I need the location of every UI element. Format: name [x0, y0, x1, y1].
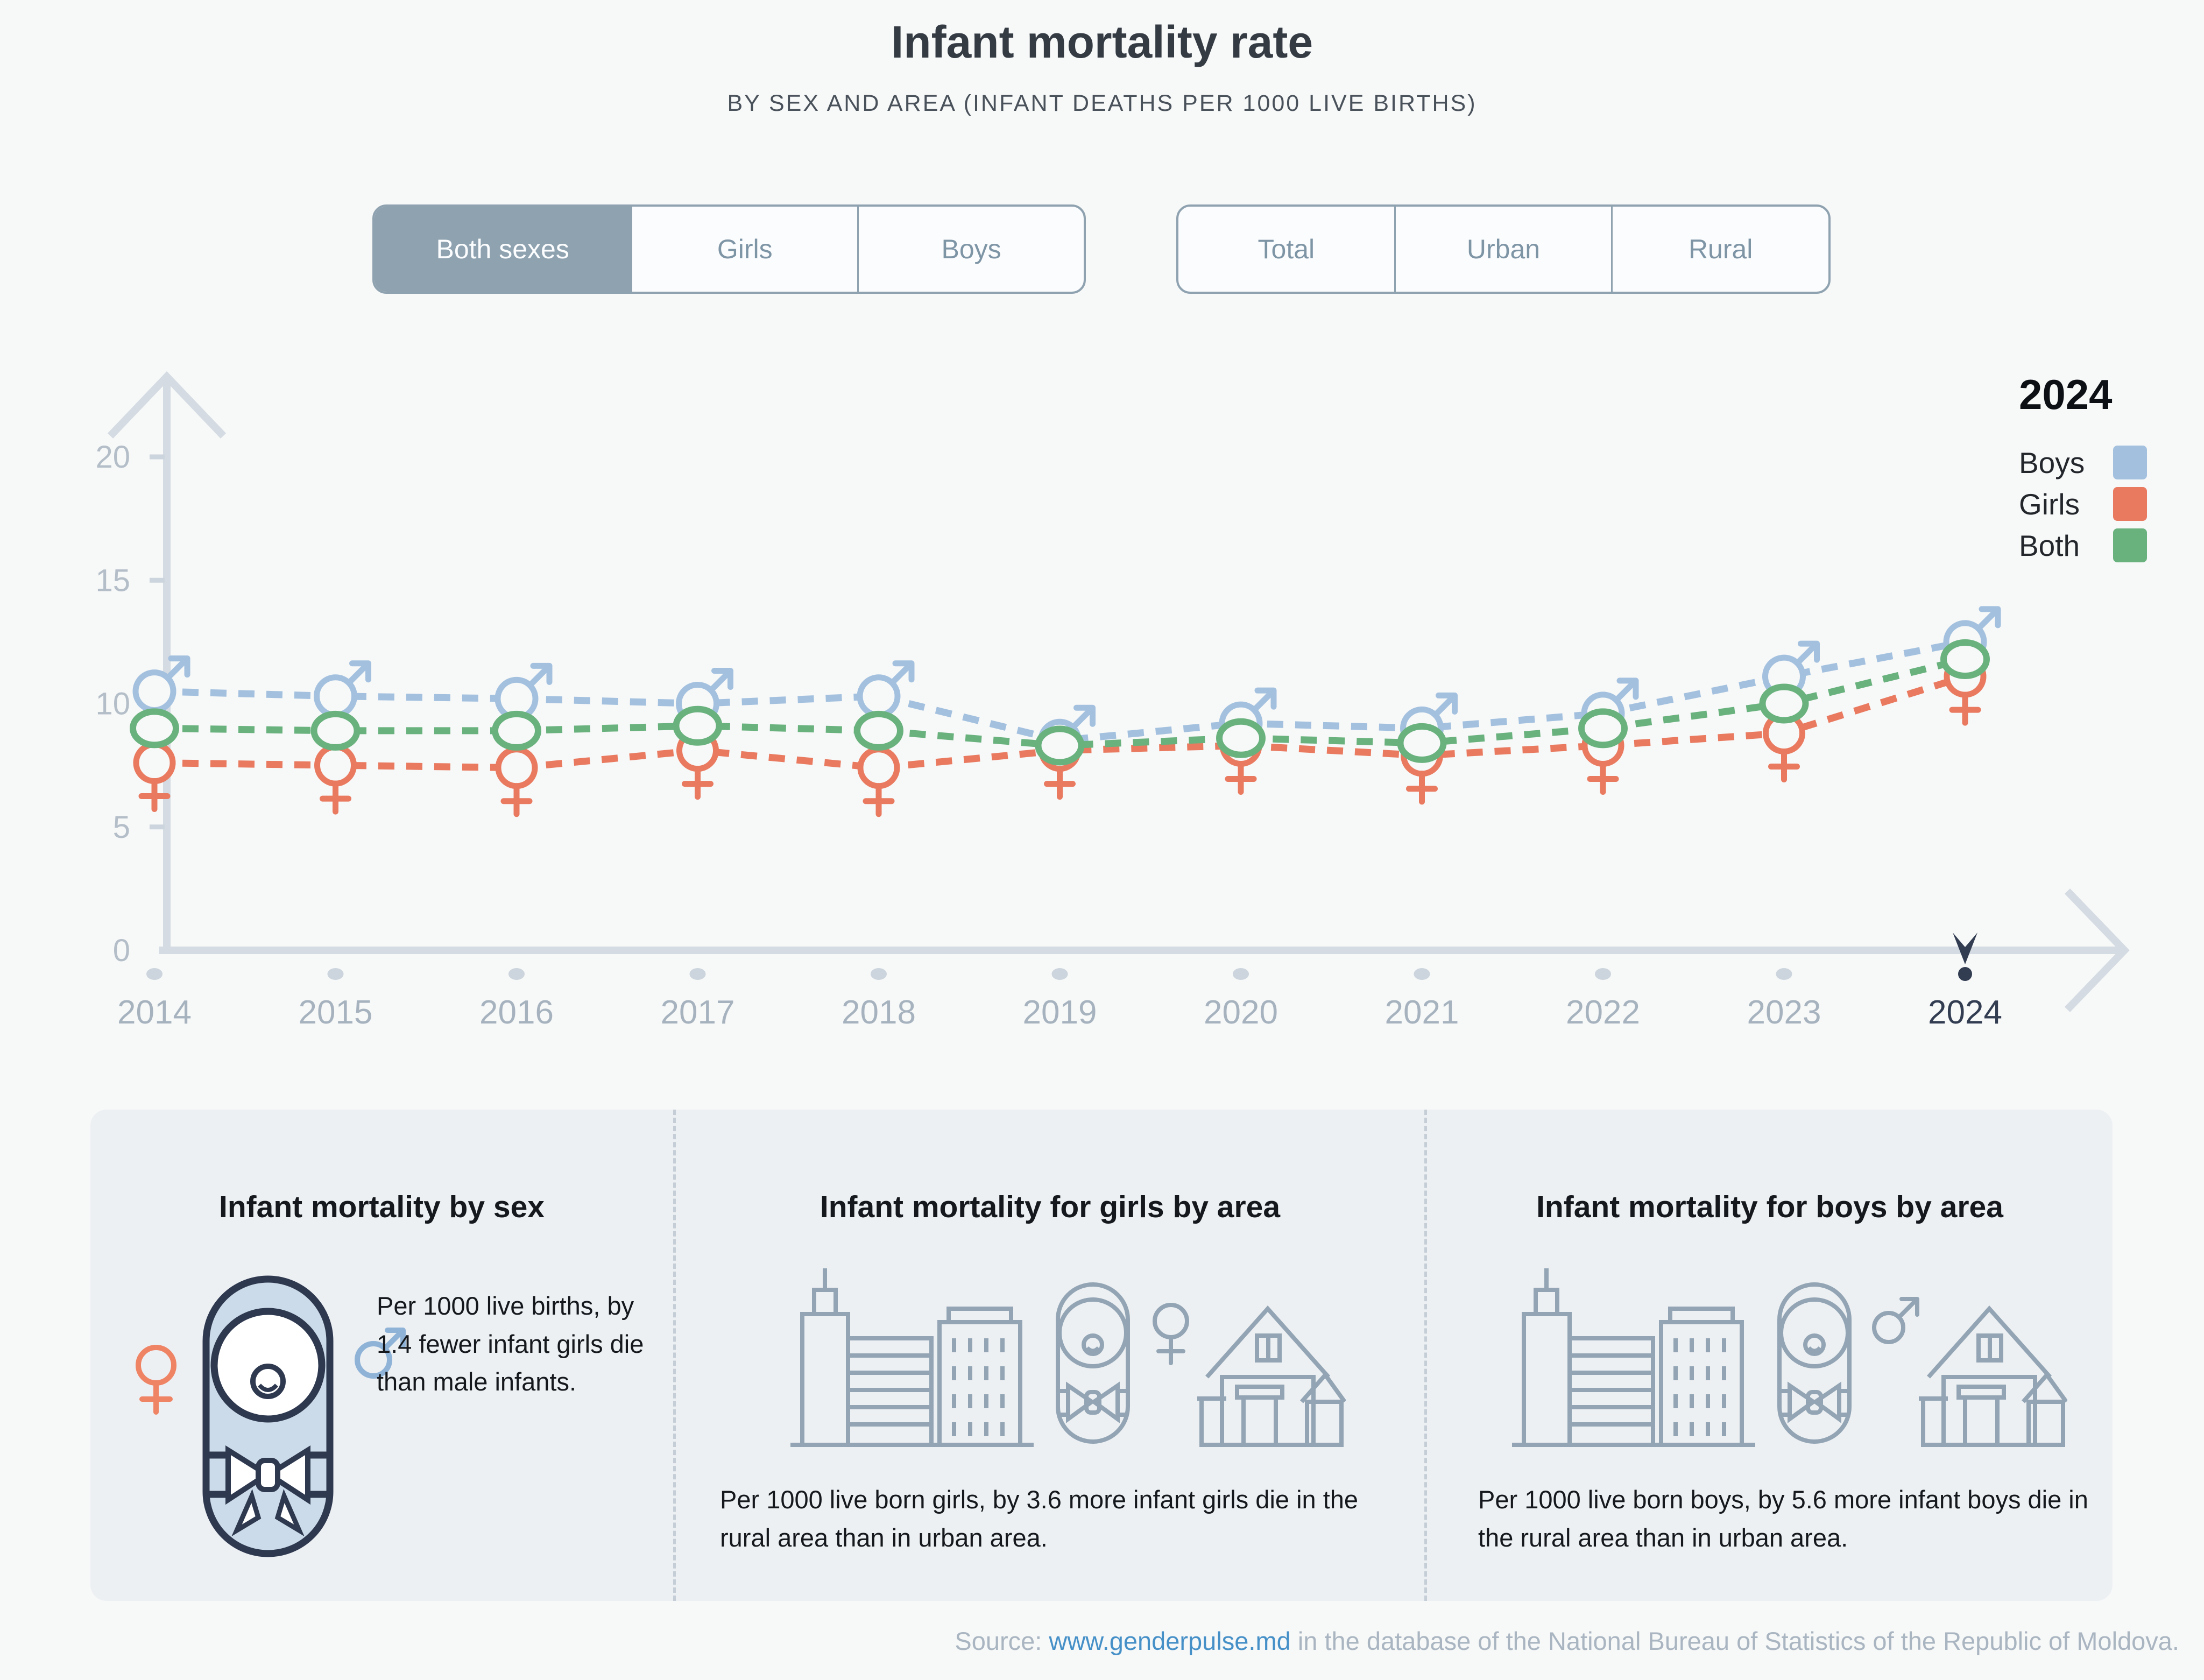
year-tick-dot-2016 [508, 968, 525, 980]
year-tick-dot-2018 [871, 968, 887, 980]
year-tick-dot-2023 [1776, 968, 1792, 980]
page-subtitle: BY SEX AND AREA (INFANT DEATHS PER 1000 … [727, 90, 1477, 116]
sex-option-boys[interactable]: Boys [941, 234, 1001, 264]
year-tick-dot-2015 [327, 968, 344, 980]
female-marker-2016 [495, 746, 538, 817]
source-prefix: Source: [955, 1627, 1049, 1655]
card-infant-mortality-by-sex: Infant mortality by sex [90, 1110, 673, 1601]
house-icon [1919, 1305, 2068, 1447]
swaddled-baby-icon [1777, 1282, 1852, 1444]
baby-with-sex-symbols-icon [123, 1266, 424, 1567]
year-tick-dot-2017 [689, 968, 706, 980]
legend-item-boys[interactable]: Boys [2019, 442, 2147, 483]
area-filter-toggle-group: Total Urban Rural [1176, 204, 1831, 294]
y-tick-10: 10 [95, 687, 130, 722]
card-girls-by-area: Infant mortality for girls by area [673, 1110, 1424, 1601]
city-buildings-icon [1512, 1268, 1755, 1447]
circle-marker-2021 [1397, 723, 1447, 763]
y-tick-15: 15 [95, 563, 130, 598]
year-tick-dot-2022 [1595, 968, 1611, 980]
chart-legend: 2024 Boys Girls Both [2019, 370, 2147, 566]
female-symbol-icon [136, 1345, 176, 1415]
year-label-2014[interactable]: 2014 [117, 994, 192, 1031]
year-tick-dot-2020 [1233, 968, 1249, 980]
year-label-2015[interactable]: 2015 [299, 994, 373, 1031]
legend-swatch-both [2113, 528, 2147, 562]
female-symbol-icon [1153, 1303, 1189, 1365]
source-suffix: in the database of the National Bureau o… [1290, 1627, 2179, 1655]
year-label-2022[interactable]: 2022 [1566, 994, 1640, 1031]
legend-item-girls[interactable]: Girls [2019, 483, 2147, 525]
source-link[interactable]: www.genderpulse.md [1049, 1627, 1291, 1655]
y-tick-0: 0 [113, 933, 130, 968]
female-marker-2015 [314, 744, 357, 815]
year-slider-handle[interactable] [1953, 933, 1977, 964]
source-line: Source: www.genderpulse.md in the databa… [955, 1626, 2179, 1656]
male-marker-2018 [857, 660, 915, 718]
card-title: Infant mortality for girls by area [820, 1190, 1281, 1224]
circle-marker-2020 [1216, 718, 1266, 758]
legend-swatch-girls [2113, 487, 2147, 521]
sex-option-girls[interactable]: Girls [632, 207, 859, 292]
circle-marker-2019 [1035, 725, 1085, 766]
card-title: Infant mortality by sex [219, 1190, 545, 1224]
male-marker-2015 [314, 660, 371, 718]
card-text: Per 1000 live born boys, by 5.6 more inf… [1478, 1485, 2088, 1552]
male-marker-2016 [495, 662, 553, 721]
year-slider-dot [1958, 967, 1972, 981]
year-label-2023[interactable]: 2023 [1747, 994, 1821, 1031]
circle-marker-2017 [673, 705, 723, 746]
year-tick-dot-2021 [1414, 968, 1430, 980]
card-boys-by-area: Infant mortality for boys by area [1424, 1110, 2113, 1601]
circle-marker-2023 [1759, 683, 1809, 724]
legend-item-label: Girls [2019, 487, 2080, 521]
area-option-rural[interactable]: Rural [1688, 234, 1753, 264]
urban-baby-rural-girls-icon [775, 1263, 1347, 1451]
card-title: Infant mortality for boys by area [1536, 1190, 2003, 1224]
circle-marker-2024 [1940, 639, 1990, 679]
male-symbol-icon [355, 1328, 406, 1379]
male-symbol-icon [1872, 1297, 1919, 1344]
year-tick-dot-2019 [1051, 968, 1068, 980]
y-tick-5: 5 [113, 810, 130, 845]
swaddled-baby-icon [1056, 1282, 1130, 1444]
urban-baby-rural-boys-icon [1497, 1263, 2068, 1451]
legend-item-label: Boys [2019, 446, 2085, 479]
year-label-2020[interactable]: 2020 [1204, 994, 1278, 1031]
swaddled-baby-icon [202, 1275, 334, 1557]
year-label-2017[interactable]: 2017 [661, 994, 735, 1031]
year-label-2016[interactable]: 2016 [479, 994, 554, 1031]
female-marker-2023 [1763, 712, 1805, 783]
legend-item-label: Both [2019, 528, 2080, 562]
year-tick-dot-2014 [146, 968, 163, 980]
card-text: Per 1000 live births, by 1.4 fewer infan… [377, 1291, 644, 1396]
insight-cards-panel: Infant mortality by sex [90, 1110, 2113, 1601]
legend-item-both[interactable]: Both [2019, 525, 2147, 566]
city-buildings-icon [790, 1268, 1034, 1447]
circle-marker-2022 [1578, 708, 1628, 749]
year-label-2018[interactable]: 2018 [842, 994, 916, 1031]
circle-marker-2016 [492, 710, 541, 751]
year-label-2021[interactable]: 2021 [1385, 994, 1459, 1031]
house-icon [1197, 1305, 1347, 1447]
year-label-2019[interactable]: 2019 [1023, 994, 1097, 1031]
area-option-urban[interactable]: Urban [1396, 207, 1613, 292]
male-marker-2014 [132, 655, 190, 714]
area-option-total[interactable]: Total [1178, 207, 1396, 292]
sex-filter-toggle-group: Both sexes Girls Boys [372, 204, 1086, 294]
legend-year-label: 2024 [2019, 371, 2113, 418]
year-label-2024[interactable]: 2024 [1928, 994, 2002, 1031]
circle-marker-2014 [130, 708, 179, 749]
legend-swatch-boys [2113, 446, 2147, 479]
circle-marker-2018 [854, 710, 903, 751]
card-text: Per 1000 live born girls, by 3.6 more in… [720, 1485, 1359, 1552]
y-tick-20: 20 [95, 440, 130, 475]
circle-marker-2015 [310, 710, 361, 751]
female-marker-2018 [857, 746, 900, 817]
sex-option-both-sexes[interactable]: Both sexes [375, 207, 633, 292]
page-title: Infant mortality rate [891, 17, 1313, 67]
trend-chart: 0 5 10 15 20 2014 2015 2016 2017 2018 2019 2020 2021… [95, 371, 2130, 1031]
